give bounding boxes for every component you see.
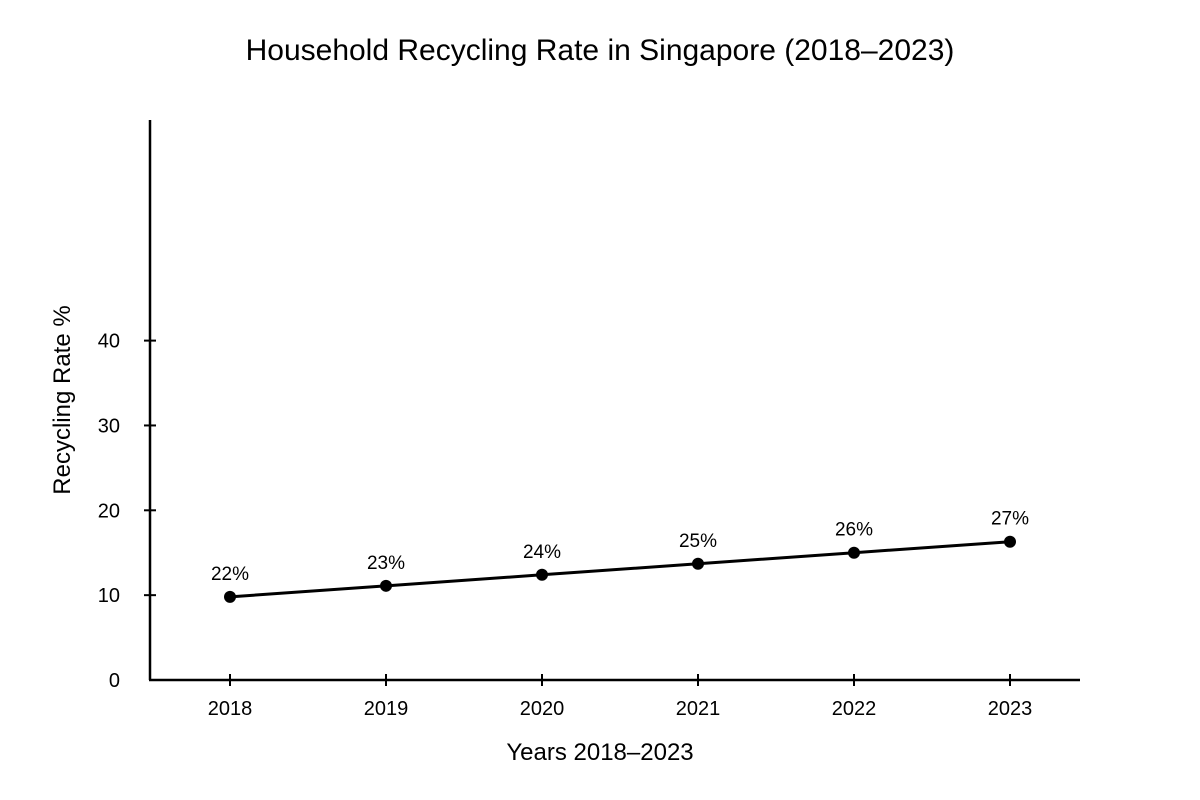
x-tick-label: 2020 [520, 698, 565, 720]
y-tick-label: 20 [98, 500, 120, 522]
data-label: 23% [367, 553, 405, 574]
data-point [1004, 535, 1016, 548]
x-tick-label: 2021 [676, 698, 721, 720]
series-group: 22% 23% 24% 25% 26% 27% [211, 509, 1029, 603]
data-label: 22% [211, 564, 249, 585]
x-ticks: 2018 2019 2020 2021 2022 2023 [208, 674, 1033, 720]
data-point [380, 579, 392, 592]
chart-title: Household Recycling Rate in Singapore (2… [246, 34, 955, 67]
y-tick-label: 10 [98, 585, 120, 607]
x-axis-label: Years 2018–2023 [506, 739, 693, 766]
y-tick-label: 0 [109, 670, 120, 692]
data-point [224, 590, 236, 603]
y-tick-label: 40 [98, 331, 120, 353]
y-tick-label: 30 [98, 415, 120, 437]
data-label: 25% [679, 531, 717, 552]
y-ticks: 0 10 20 30 40 [98, 331, 156, 692]
x-tick-label: 2022 [832, 698, 877, 720]
x-tick-label: 2018 [208, 698, 253, 720]
data-point [848, 546, 860, 559]
x-tick-label: 2023 [988, 698, 1033, 720]
x-tick-label: 2019 [364, 698, 409, 720]
data-label: 27% [991, 509, 1029, 530]
data-point [536, 568, 548, 581]
data-label: 26% [835, 520, 873, 541]
y-axis-label: Recycling Rate % [49, 305, 76, 494]
data-point [692, 557, 704, 570]
series-line [229, 540, 1011, 599]
data-label: 24% [523, 542, 561, 563]
